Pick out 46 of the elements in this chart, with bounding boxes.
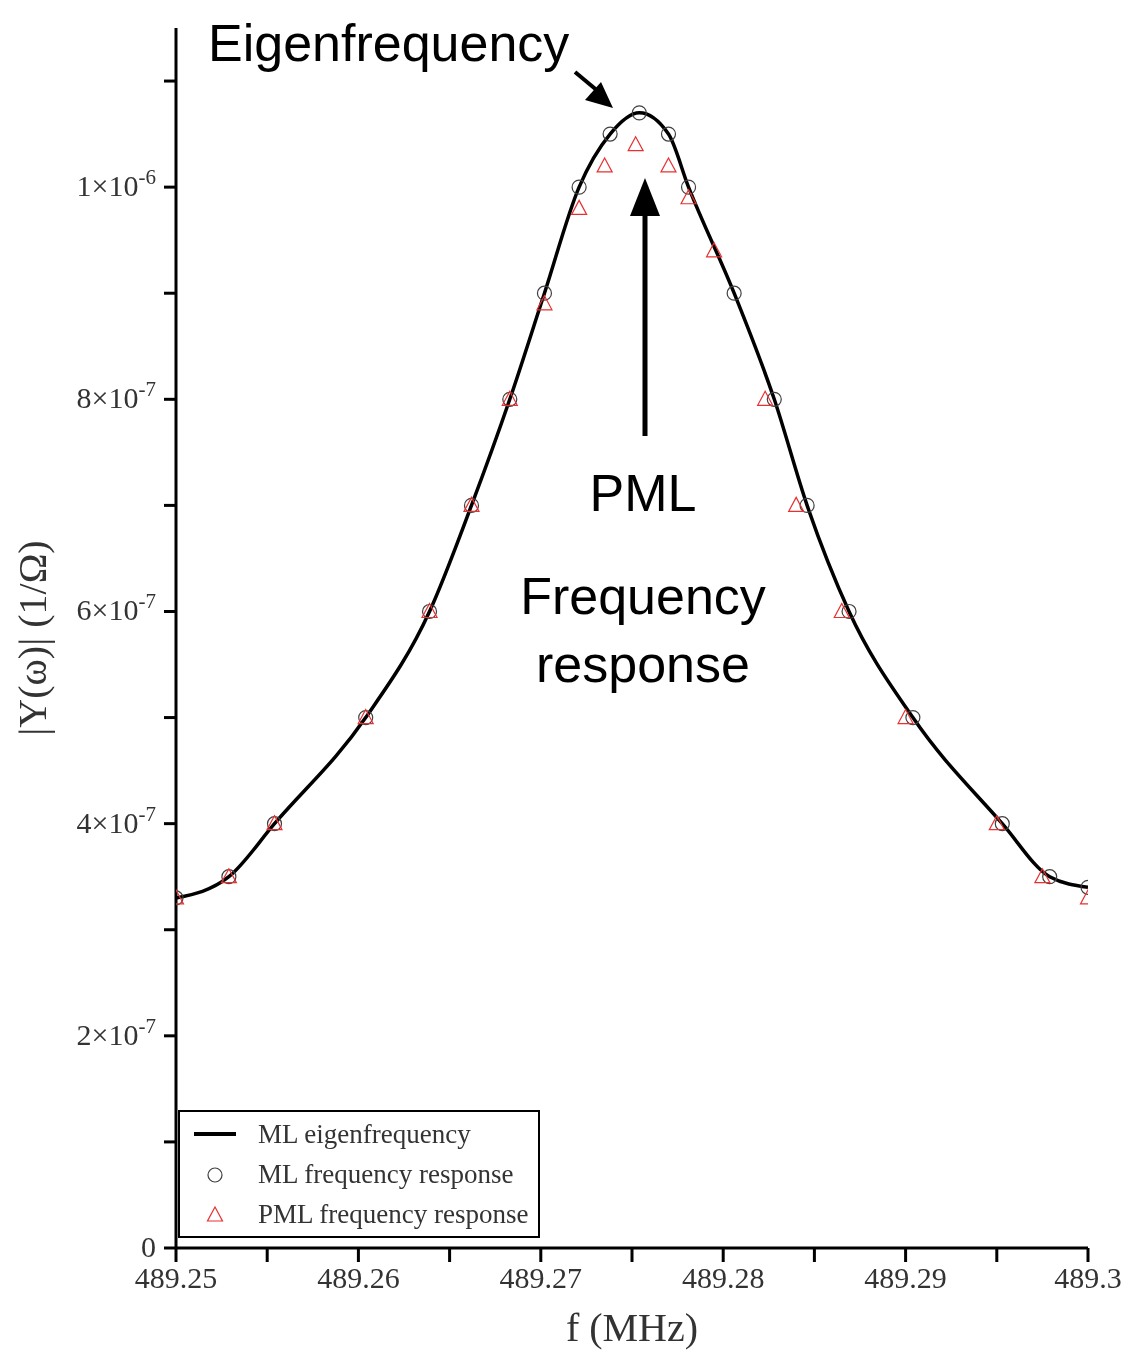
point	[660, 157, 677, 173]
point	[705, 242, 723, 258]
point	[680, 189, 697, 205]
y-tick-label: 0	[141, 1230, 156, 1263]
x-tick-label: 489.29	[864, 1261, 947, 1294]
x-tick-label: 489.27	[499, 1261, 583, 1294]
legend-label: PML frequency response	[258, 1198, 529, 1230]
point	[757, 390, 774, 406]
legend-label: ML frequency response	[258, 1158, 514, 1190]
point	[660, 126, 677, 142]
x-tick-label: 489.28	[681, 1261, 765, 1294]
point	[788, 496, 805, 512]
x-axis-title: f (MHz)	[565, 1305, 699, 1350]
point	[571, 199, 588, 215]
annotation: Eigenfrequency	[208, 13, 571, 74]
point	[841, 603, 857, 620]
point	[536, 285, 553, 301]
legend-label: ML eigenfrequency	[258, 1118, 471, 1150]
point	[726, 285, 742, 301]
point	[596, 157, 613, 173]
annotation: Frequency response	[519, 566, 767, 695]
point	[905, 709, 921, 726]
x-tick-label: 489.26	[317, 1261, 400, 1294]
y-tick-label: 1×10$^{-6}$	[76, 165, 156, 203]
point	[680, 179, 697, 195]
y-tick-label: 8×10$^{-7}$	[76, 377, 156, 415]
point	[1042, 869, 1058, 885]
point	[631, 105, 647, 121]
y-tick-label: 4×10$^{-7}$	[76, 801, 156, 839]
y-axis-title: |Y(ω)| (1/Ω)	[10, 540, 56, 736]
point	[536, 295, 553, 311]
x-tick-label: 489.25	[134, 1261, 218, 1294]
y-tick-label: 2×10$^{-7}$	[76, 1013, 156, 1051]
annotation: PML	[588, 463, 698, 524]
point	[833, 602, 850, 619]
point	[897, 708, 914, 725]
point	[766, 391, 782, 407]
y-tick-label: 6×10$^{-7}$	[76, 589, 156, 627]
point	[988, 815, 1005, 831]
point	[627, 136, 644, 152]
point	[799, 497, 815, 513]
point	[1034, 868, 1051, 884]
x-tick-label: 489.3	[1054, 1261, 1122, 1294]
point	[994, 816, 1010, 832]
point	[571, 179, 587, 195]
point	[602, 126, 618, 142]
